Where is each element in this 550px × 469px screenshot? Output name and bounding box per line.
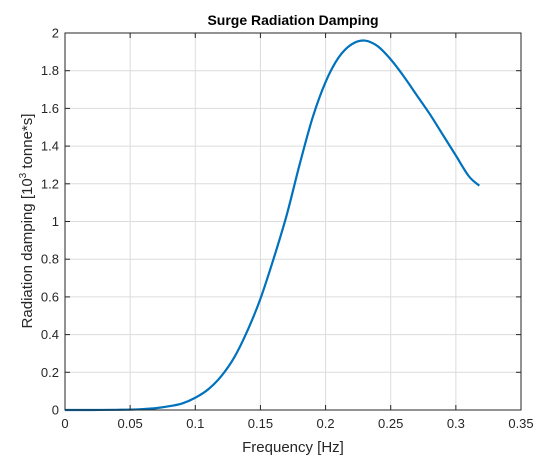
x-tick-label: 0.35: [508, 416, 533, 431]
axes-box: [64, 32, 522, 411]
ticks: 0 0.05 0.1 0.15 0.2 0.25 0.3 0.35 0 0.2 0.4 0.6 0.8 1…: [41, 26, 534, 432]
y-tick-label: 0.6: [41, 289, 59, 304]
x-tick-label: 0.05: [117, 416, 142, 431]
y-tick-label: 1.8: [41, 63, 59, 78]
y-tick-label: 0.4: [41, 327, 59, 342]
y-axis-label: Radiation damping [103 tonne*s]: [18, 114, 36, 329]
y-axis-label-main: Radiation damping [10: [19, 178, 36, 328]
damping-curve: [64, 39, 481, 412]
y-tick-label: 1.4: [41, 139, 59, 154]
chart-title: Surge Radiation Damping: [207, 12, 378, 28]
x-tick-label: 0.2: [317, 416, 335, 431]
y-axis-label-superscript: 3: [18, 172, 29, 178]
y-tick-label: 1: [52, 214, 59, 229]
x-tick-label: 0.1: [186, 416, 204, 431]
x-axis-label: Frequency [Hz]: [242, 439, 344, 456]
y-tick-label: 0: [52, 403, 59, 418]
x-tick-label: 0.25: [378, 416, 403, 431]
y-axis-label-unit: tonne*s]: [19, 114, 36, 173]
grid: [64, 32, 522, 411]
y-tick-label: 2: [52, 26, 59, 41]
x-tick-label: 0.15: [248, 416, 273, 431]
y-tick-label: 0.2: [41, 365, 59, 380]
plot-area: [64, 39, 481, 412]
y-tick-label: 1.2: [41, 176, 59, 191]
x-tick-label: 0.3: [447, 416, 465, 431]
x-tick-label: 0: [61, 416, 68, 431]
y-tick-label: 1.6: [41, 101, 59, 116]
y-tick-label: 0.8: [41, 252, 59, 267]
